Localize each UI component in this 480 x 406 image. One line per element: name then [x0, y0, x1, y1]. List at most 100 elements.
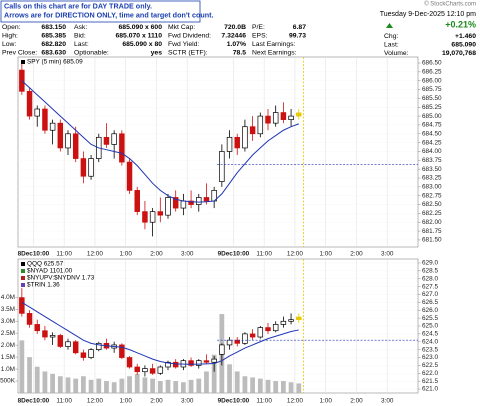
candle-body — [165, 197, 171, 216]
y2-tick-label: 3.0M — [1, 318, 15, 325]
x-tick-label: 8Dec10:00 — [18, 251, 50, 258]
volume-bar — [104, 381, 109, 393]
x-tick-label: 9Dec10:00 — [218, 251, 250, 258]
y-tick-label: 624.0 — [422, 338, 438, 345]
volume-bar — [157, 381, 163, 393]
candle-body — [126, 357, 133, 368]
y-tick-label: 624.5 — [422, 331, 438, 338]
y-tick-label: 685.75 — [422, 86, 442, 93]
x-tick-label: 11:00 — [56, 398, 72, 405]
y-tick-label: 685.25 — [422, 104, 442, 111]
y2-tick-label: 4.0M — [1, 294, 15, 301]
plot-area — [18, 57, 418, 247]
y-tick-label: 684.00 — [422, 148, 442, 155]
y-tick-label: 683.25 — [422, 175, 442, 182]
candle-body — [296, 112, 302, 117]
y-tick-label: 686.25 — [422, 69, 442, 76]
candle-body — [72, 133, 79, 159]
candle-body — [42, 108, 48, 131]
quote-value: 78.5 — [233, 50, 246, 57]
volume-bar — [227, 364, 232, 393]
candle-body — [142, 368, 148, 373]
candle-body — [57, 335, 64, 347]
quote-value: 685.070 x 1110 — [116, 32, 163, 39]
quote-value: 720.0B — [224, 24, 246, 31]
candle-body — [249, 333, 256, 338]
y-tick-label: 629.0 — [422, 260, 438, 267]
candle-body — [26, 90, 33, 117]
x-tick-label: 1:00 — [319, 398, 332, 405]
y2-tick-label: 3.5M — [1, 306, 15, 313]
y-tick-label: 627.5 — [422, 283, 438, 290]
volume-bar — [204, 371, 209, 393]
quote-label: Next Earnings: — [252, 50, 297, 57]
legend-swatch — [21, 276, 25, 280]
volume-bar — [234, 371, 240, 393]
candle-body — [280, 320, 287, 325]
quote-value: +1.460 — [455, 33, 476, 40]
y-tick-label: 686.00 — [422, 77, 442, 84]
quote-label: Last: — [74, 41, 89, 48]
y-tick-label: 622.5 — [422, 362, 438, 369]
y-tick-label: 685.00 — [422, 113, 442, 120]
y2-tick-label: 2.0M — [1, 342, 15, 349]
y-tick-label: 625.5 — [422, 315, 438, 322]
volume-bar — [111, 382, 117, 393]
candle-body — [226, 339, 233, 346]
candle-body — [165, 361, 171, 368]
quote-label: Last Earnings: — [252, 41, 296, 48]
candle-body — [80, 352, 87, 358]
candle-body — [65, 341, 71, 347]
volume-bar — [73, 378, 79, 393]
y-tick-label: 682.75 — [422, 192, 442, 199]
volume-bar — [242, 376, 248, 393]
x-tick-label: 8Dec10:00 — [18, 398, 50, 405]
candle-body — [172, 197, 179, 209]
quote-label: Prev Close: — [2, 50, 37, 57]
y-tick-label: 684.25 — [422, 139, 442, 146]
y-tick-label: 623.5 — [422, 346, 438, 353]
x-tick-label: 2:00 — [350, 251, 363, 258]
quote-value: 1.07% — [227, 41, 246, 48]
candle-body — [103, 136, 110, 145]
quote-value: 685.090 — [451, 41, 476, 48]
candle-body — [72, 341, 79, 354]
candle-body — [226, 136, 233, 152]
quote-label: Chg: — [384, 33, 398, 40]
x-tick-label: 2:00 — [150, 398, 163, 405]
x-tick-label: 12:00 — [287, 398, 303, 405]
candle-body — [257, 327, 264, 338]
candle-body — [265, 115, 271, 124]
candle-body — [257, 115, 264, 135]
quote-value: 99.73 — [289, 32, 306, 39]
plot-area — [18, 259, 418, 393]
volume-bar — [188, 379, 194, 393]
candle-body — [80, 158, 87, 177]
candle-body — [19, 297, 25, 314]
candle-body — [219, 151, 225, 182]
x-tick-label: 1:00 — [119, 398, 132, 405]
y2-tick-label: 500K — [0, 378, 16, 385]
x-tick-label: 3:00 — [181, 251, 194, 258]
candle-body — [265, 327, 271, 332]
volume-bar — [34, 366, 40, 393]
y-tick-label: 683.50 — [422, 166, 442, 173]
x-tick-label: 12:00 — [87, 251, 103, 258]
volume-bar — [19, 340, 25, 393]
volume-bar — [288, 382, 294, 393]
candle-body — [272, 324, 279, 332]
quote-value: 19,070,768 — [442, 50, 476, 57]
quote-value: 6.87 — [293, 24, 306, 31]
candle-body — [249, 126, 256, 135]
candle-body — [180, 200, 187, 209]
quote-label: High: — [2, 32, 18, 39]
candle-body — [34, 324, 40, 332]
y-tick-label: 628.0 — [422, 275, 438, 282]
candle-body — [149, 368, 156, 374]
y2-tick-label: 2.5M — [1, 330, 15, 337]
volume-bar — [173, 381, 179, 393]
quote-value: 683.150 — [41, 24, 66, 31]
volume-bar — [165, 379, 171, 393]
x-tick-label: 12:00 — [287, 251, 303, 258]
